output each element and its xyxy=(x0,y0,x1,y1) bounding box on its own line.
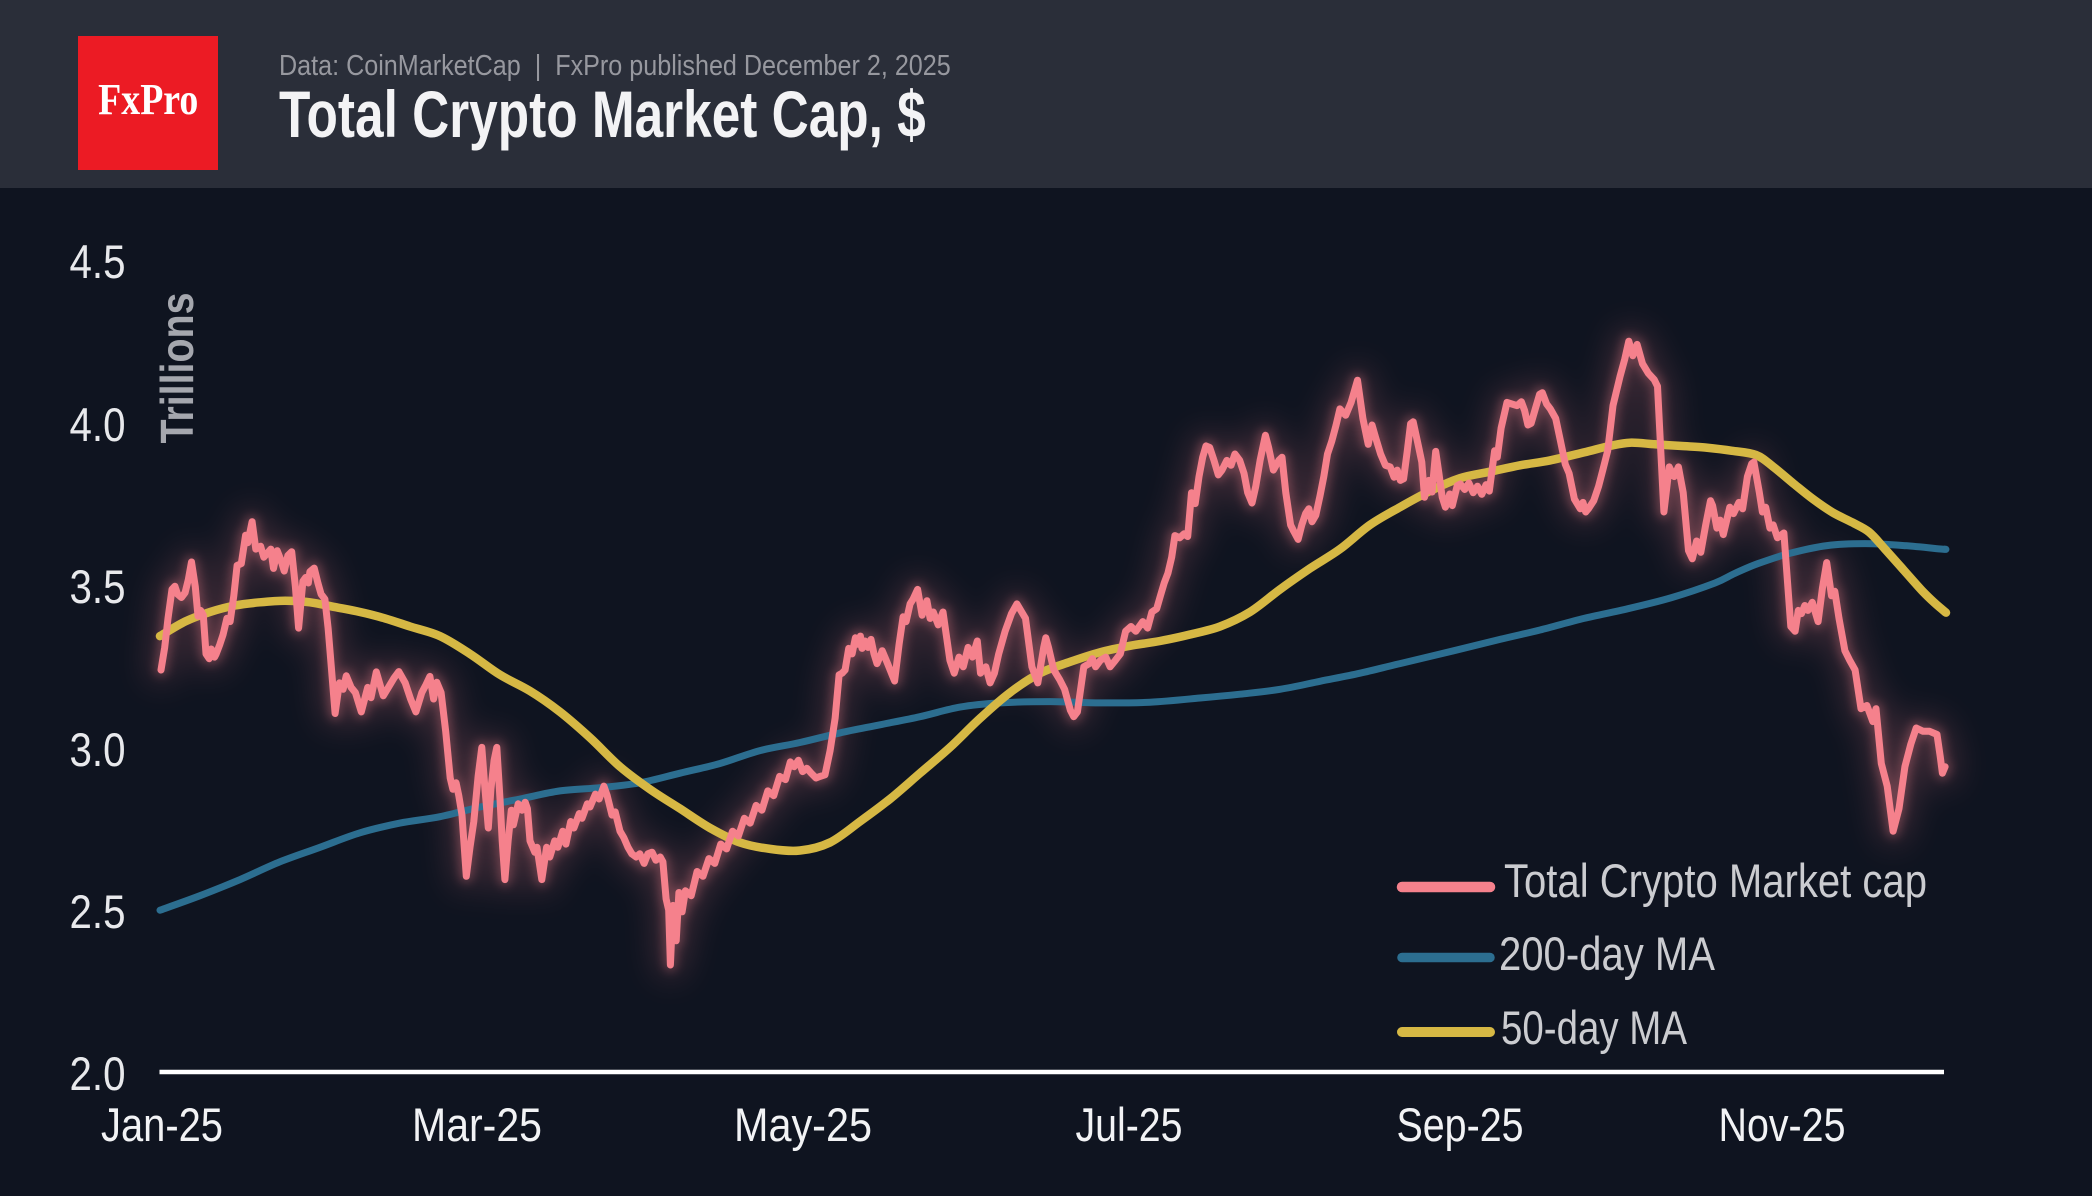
svg-text:Nov-25: Nov-25 xyxy=(1719,1098,1846,1151)
svg-text:Sep-25: Sep-25 xyxy=(1397,1098,1524,1151)
svg-text:Jul-25: Jul-25 xyxy=(1076,1098,1183,1151)
svg-text:Mar-25: Mar-25 xyxy=(412,1098,542,1151)
svg-text:2.0: 2.0 xyxy=(70,1047,126,1100)
svg-text:50-day MA: 50-day MA xyxy=(1501,1001,1688,1054)
svg-text:2.5: 2.5 xyxy=(70,885,126,938)
svg-text:3.0: 3.0 xyxy=(70,723,126,776)
svg-text:Jan-25: Jan-25 xyxy=(101,1098,223,1151)
svg-text:4.5: 4.5 xyxy=(70,235,126,288)
svg-text:Total Crypto Market cap: Total Crypto Market cap xyxy=(1504,854,1927,907)
svg-text:4.0: 4.0 xyxy=(70,398,126,451)
svg-text:May-25: May-25 xyxy=(734,1098,872,1151)
svg-text:200-day MA: 200-day MA xyxy=(1499,927,1716,980)
svg-text:3.5: 3.5 xyxy=(70,560,126,613)
svg-text:Trillions: Trillions xyxy=(151,293,203,444)
